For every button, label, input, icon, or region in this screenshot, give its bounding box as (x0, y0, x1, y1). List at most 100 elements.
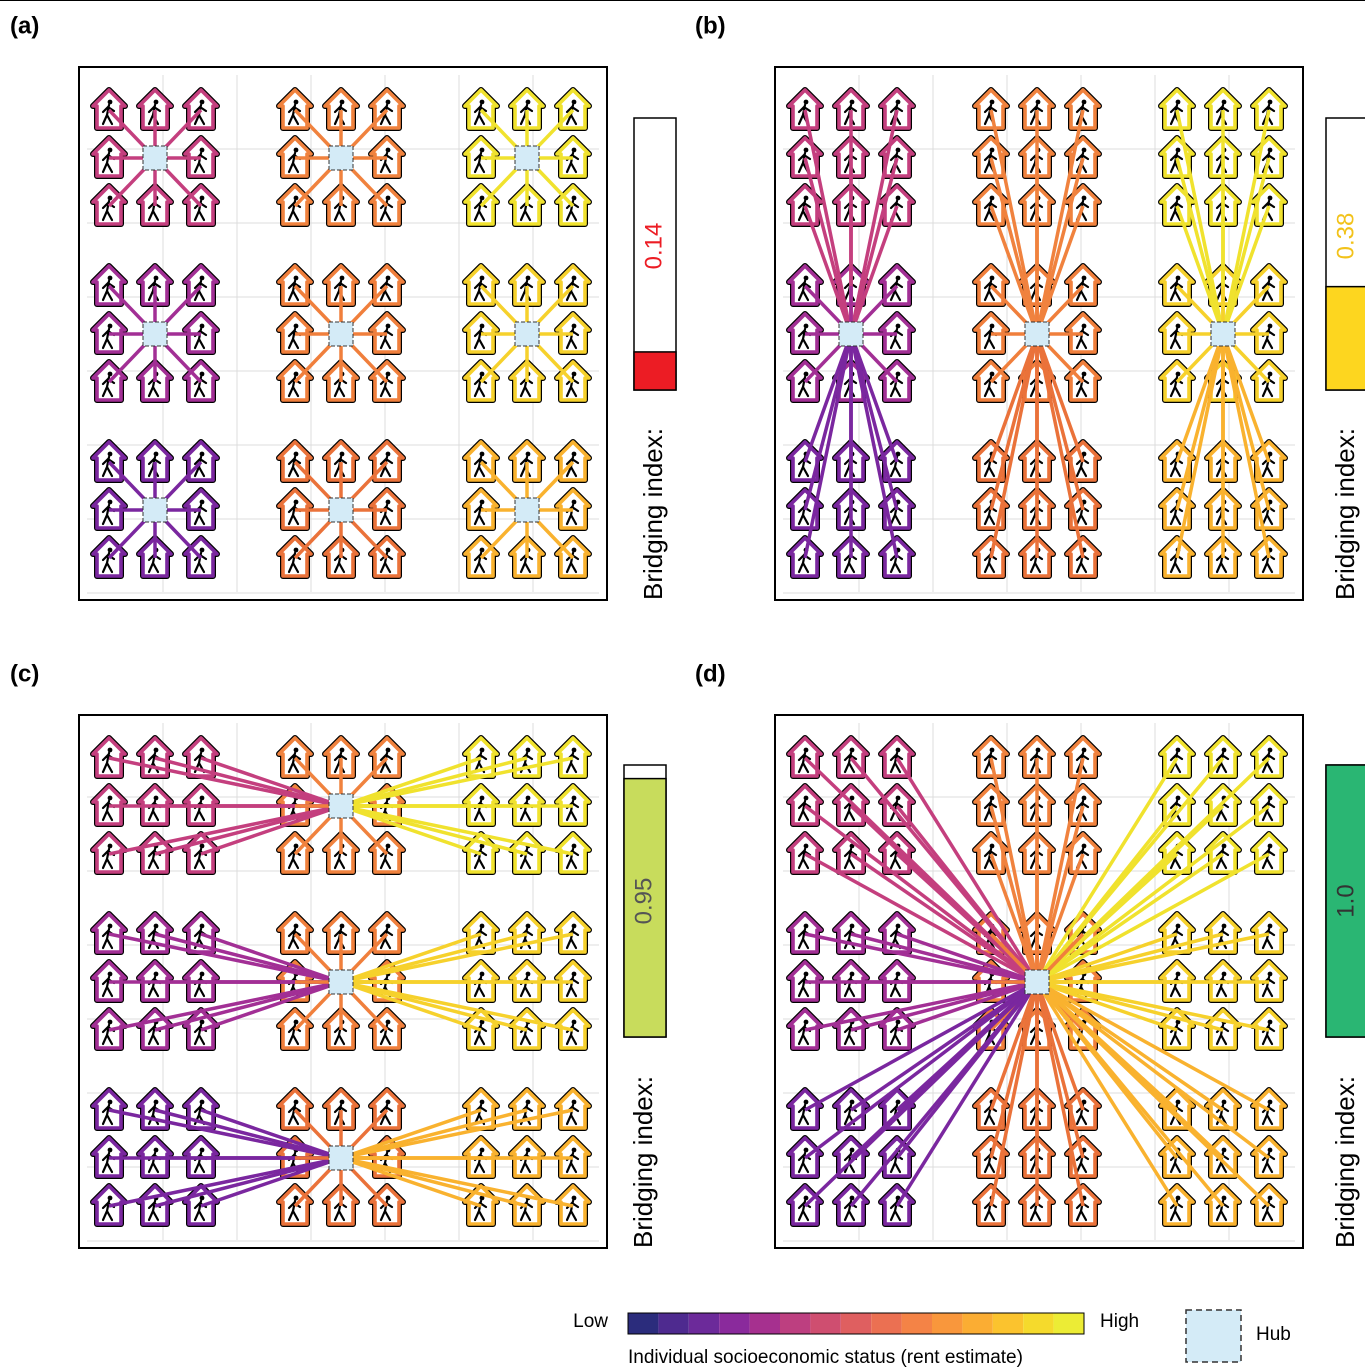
tie (1035, 980, 1225, 1208)
panel: (b) 0.38 Bridging index: (695, 12, 1365, 601)
tie (1035, 333, 1085, 559)
tie (803, 109, 853, 335)
tie (1035, 852, 1179, 984)
tie (340, 756, 574, 808)
tie (895, 981, 1039, 1207)
colorbar-swatch (658, 1313, 689, 1334)
panel-label: (b) (695, 12, 726, 39)
tie (849, 333, 899, 559)
tie (154, 1156, 342, 1208)
tie (340, 980, 574, 1032)
tie (1175, 333, 1225, 559)
colorbar-swatch (962, 1313, 993, 1334)
gauge-label: Bridging index: (1330, 428, 1360, 600)
tie (989, 333, 1039, 463)
tie (340, 804, 574, 856)
tie (849, 980, 1039, 1208)
colorbar-swatch (992, 1313, 1024, 1334)
hub (514, 321, 540, 347)
tie (989, 333, 1039, 559)
gauge-value: 1.0 (1332, 884, 1359, 917)
tie (849, 157, 899, 335)
tie (1036, 980, 1270, 1112)
hub (142, 497, 168, 523)
tie (154, 932, 342, 984)
tie (154, 756, 342, 808)
hub (1210, 321, 1236, 347)
hub (328, 145, 354, 171)
tie (340, 804, 482, 856)
colorbar-swatch (1053, 1313, 1084, 1334)
tie (108, 1108, 342, 1160)
tie (1035, 109, 1085, 335)
tie (803, 333, 853, 559)
tie (1035, 757, 1179, 983)
tie (1221, 157, 1271, 335)
tie (154, 804, 342, 856)
tie (1035, 980, 1271, 1208)
tie (1036, 932, 1270, 984)
tie (1035, 853, 1085, 983)
colorbar-swatch (932, 1313, 963, 1334)
colorbar-swatch (628, 1313, 659, 1334)
tie (850, 852, 1038, 984)
hub (142, 321, 168, 347)
tie (989, 109, 1039, 335)
gauge-value: 0.14 (640, 223, 667, 270)
tie (1036, 852, 1224, 984)
tie (804, 980, 1038, 1032)
panel-border (774, 66, 1304, 601)
panel-border (78, 66, 608, 601)
tie (108, 804, 342, 856)
hub (328, 1145, 354, 1171)
colorbar-frame (627, 1312, 1085, 1335)
tie (340, 932, 482, 984)
tie (340, 756, 482, 808)
tie (849, 109, 899, 335)
tie (989, 157, 1039, 335)
hub-legend-swatch (1185, 1309, 1242, 1363)
tie (1035, 757, 1085, 983)
colorbar-swatch (780, 1313, 811, 1334)
tie (803, 804, 1039, 984)
tie (895, 804, 1039, 984)
tie (340, 1156, 574, 1208)
gauge-fill (1325, 285, 1365, 391)
tie (1175, 205, 1225, 335)
hub (1024, 321, 1050, 347)
colorbar-swatch (871, 1313, 902, 1334)
hub (328, 497, 354, 523)
tie (1036, 932, 1178, 984)
panel: (d) 1.0 Bridging index: (695, 660, 1365, 1249)
tie (340, 980, 482, 1032)
colorbar-swatch (749, 1313, 780, 1334)
tie (804, 852, 1038, 984)
gauge-label: Bridging index: (638, 428, 668, 600)
tie (803, 980, 1039, 1208)
tie (895, 852, 1039, 984)
tie (989, 205, 1039, 335)
tie (1175, 157, 1225, 335)
tie (108, 980, 342, 1032)
tie (896, 932, 1038, 984)
tie (200, 932, 342, 984)
panel-label: (d) (695, 660, 726, 687)
tie (989, 981, 1039, 1111)
tie (804, 980, 1038, 1112)
colorbar-swatch (840, 1313, 872, 1334)
panel: (c) 0.95 Bridging index: (10, 660, 667, 1249)
colorbar-swatch (810, 1313, 841, 1334)
tie (1221, 333, 1271, 463)
tie (803, 205, 853, 335)
panel-label: (a) (10, 12, 39, 39)
tie (804, 932, 1038, 984)
tie (340, 1156, 482, 1208)
legend-high: High (1100, 1311, 1139, 1332)
tie (1035, 157, 1085, 335)
hub (142, 145, 168, 171)
tie (1035, 981, 1085, 1207)
tie (1035, 333, 1085, 463)
tie (1035, 804, 1179, 984)
tie (340, 932, 574, 984)
